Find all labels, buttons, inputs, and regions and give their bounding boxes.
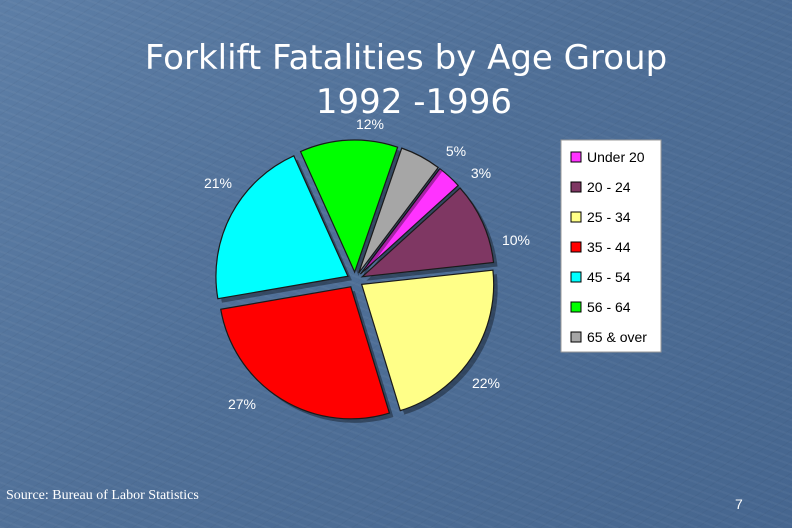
- page-number: 7: [735, 496, 743, 512]
- source-note: Source: Bureau of Labor Statistics: [6, 488, 199, 503]
- legend-swatch: [570, 241, 582, 253]
- legend-label: 20 - 24: [587, 179, 631, 195]
- legend-swatch: [570, 271, 582, 283]
- pie-slice-25-34: [360, 269, 495, 412]
- chart-legend: Under 20 20 - 24 25 - 34 35 - 44 45 - 54 56 -…: [560, 139, 662, 353]
- legend-swatch: [570, 301, 582, 313]
- pie-slice-45-54: [215, 155, 349, 300]
- legend-swatch: [570, 181, 582, 193]
- legend-label: 45 - 54: [587, 269, 631, 285]
- legend-swatch: [570, 151, 582, 163]
- slice-label: 22%: [472, 375, 500, 391]
- slice-label: 21%: [204, 175, 232, 191]
- slice-labels: 3% 10% 22% 27% 21% 12% 5%: [204, 116, 530, 412]
- pie-slice-35-44: [220, 286, 391, 420]
- slice-label: 5%: [446, 143, 466, 159]
- chart-title: Forklift Fatalities by Age Group: [144, 38, 668, 78]
- legend-swatch: [570, 211, 582, 223]
- legend-swatch: [570, 331, 582, 343]
- pie-slice-under-20: [359, 167, 460, 275]
- legend-label: 65 & over: [587, 329, 647, 345]
- pie-slices: [215, 139, 498, 423]
- slice-label: 10%: [502, 232, 530, 248]
- pie-slice-65-over: [358, 147, 440, 274]
- legend-label: 25 - 34: [587, 209, 631, 225]
- slice-label: 27%: [228, 396, 256, 412]
- legend-label: 35 - 44: [587, 239, 631, 255]
- legend-label: 56 - 64: [587, 299, 631, 315]
- slice-label: 3%: [471, 165, 491, 181]
- legend-label: Under 20: [587, 149, 645, 165]
- pie-slice-56-64: [299, 139, 399, 274]
- pie-slice-20-24: [360, 187, 495, 278]
- chart-subtitle: 1992 -1996: [315, 82, 513, 122]
- slice-label: 12%: [356, 116, 384, 132]
